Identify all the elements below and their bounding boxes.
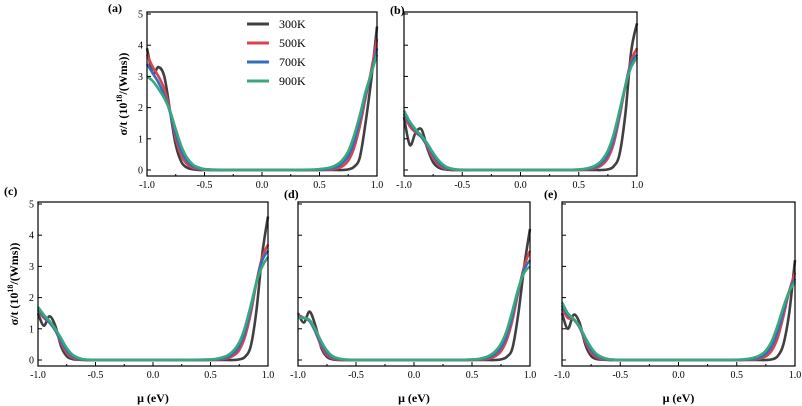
y-tick-label: 5 [29, 200, 34, 211]
x-tick-label: 0.5 [573, 180, 586, 191]
x-axis-title: μ (eV) [137, 391, 169, 405]
series-line-500K [297, 250, 532, 362]
series-line-700K [560, 278, 797, 362]
x-tick-label: 0.0 [147, 370, 160, 381]
series-line-700K [402, 53, 639, 172]
x-tick-label: 1.0 [262, 370, 275, 381]
x-tick-label: 0.5 [731, 370, 744, 381]
chart-panel: -1.0 -0.5 0.0 0.5 1.0 0 1 2 3 4 5 (a) σ/t (1018/(Wms… [108, 1, 383, 191]
y-tick-label: 5 [138, 10, 143, 21]
plot-frame [403, 11, 638, 177]
x-tick-label: -1.0 [396, 180, 412, 191]
legend-label-300K: 300K [279, 17, 306, 31]
y-tick-label: 2 [29, 293, 34, 304]
series-line-700K [145, 47, 379, 172]
series-line-500K [36, 243, 270, 362]
x-axis-title: μ (eV) [663, 391, 695, 405]
chart-panel: -1.0 -0.5 0.0 0.5 1.0 (b) [390, 3, 643, 191]
plot-frame [561, 201, 796, 367]
x-tick-label: 1.0 [524, 370, 537, 381]
legend: 300K 500K 700K 900K [247, 17, 306, 88]
series-line-500K [560, 272, 797, 362]
x-tick-label: 1.0 [371, 180, 384, 191]
x-tick-label: -1.0 [554, 370, 570, 381]
x-tick-label: -1.0 [30, 370, 46, 381]
series-line-300K [296, 228, 532, 362]
y-axis-title-main: σ/t (10 [116, 103, 130, 136]
y-tick-label: 4 [138, 41, 143, 52]
chart-panel: -1.0 -0.5 0.0 0.5 1.0 (d) μ (eV) [284, 187, 536, 405]
y-tick-label: 1 [29, 324, 34, 335]
x-tick-label: -0.5 [348, 370, 364, 381]
x-axis-title: μ (eV) [398, 391, 430, 405]
plot-frame [37, 201, 269, 367]
panel-label: (d) [284, 187, 299, 201]
series-line-900K [297, 265, 531, 362]
series-line-900K [36, 256, 270, 362]
series-line-300K [560, 260, 797, 362]
y-axis-title-sup: 18 [6, 285, 15, 293]
y-axis-title-tail: /(Wms)) [116, 53, 130, 96]
y-axis-title: σ/t (1018/(Wms)) [6, 243, 21, 326]
series-line-700K [36, 250, 270, 362]
x-tick-label: -1.0 [139, 180, 155, 191]
series-line-700K [297, 259, 532, 362]
y-axis-title-sup: 18 [115, 95, 124, 103]
series-line-900K [146, 54, 379, 172]
series-line-900K [402, 56, 639, 172]
y-axis-title-main: σ/t (10 [7, 293, 21, 326]
x-tick-label: 1.0 [631, 180, 644, 191]
y-tick-label: 1 [138, 134, 143, 145]
x-tick-label: 0.0 [256, 180, 269, 191]
y-tick-label: 0 [138, 166, 143, 177]
x-tick-label: -0.5 [197, 180, 213, 191]
legend-label-700K: 700K [279, 55, 306, 69]
legend-label-900K: 900K [279, 74, 306, 88]
y-tick-label: 0 [29, 356, 34, 367]
y-tick-label: 3 [29, 262, 34, 273]
panel-label: (c) [4, 184, 17, 198]
y-axis-title-tail: /(Wms)) [7, 243, 21, 286]
panel-label: (b) [390, 3, 405, 17]
x-tick-label: 0.5 [313, 180, 326, 191]
x-tick-label: -0.5 [88, 370, 104, 381]
chart-panel: -1.0 -0.5 0.0 0.5 1.0 0 1 2 3 4 5 (c) μ (eV) σ/t (101… [4, 184, 274, 405]
series-line-300K [36, 216, 270, 362]
legend-label-500K: 500K [279, 36, 306, 50]
y-tick-label: 4 [29, 231, 34, 242]
panel-label: (e) [544, 187, 557, 201]
panel-label: (a) [108, 1, 122, 15]
x-tick-label: -0.5 [454, 180, 470, 191]
chart-panel: -1.0 -0.5 0.0 0.5 1.0 (e) μ (eV) [544, 187, 801, 405]
x-tick-label: -1.0 [290, 370, 306, 381]
x-tick-label: -0.5 [612, 370, 628, 381]
y-tick-label: 2 [138, 103, 143, 114]
x-tick-label: 0.5 [204, 370, 217, 381]
x-tick-label: 0.5 [466, 370, 479, 381]
y-axis-title: σ/t (1018/(Wms)) [115, 53, 130, 136]
y-tick-label: 3 [138, 72, 143, 83]
x-tick-label: 0.0 [514, 180, 527, 191]
series-line-300K [402, 23, 639, 172]
x-tick-label: 0.0 [408, 370, 421, 381]
series-line-900K [560, 281, 797, 362]
x-tick-label: 1.0 [789, 370, 802, 381]
x-tick-label: 0.0 [672, 370, 685, 381]
series-line-500K [402, 47, 639, 172]
plot-frame [297, 201, 531, 367]
